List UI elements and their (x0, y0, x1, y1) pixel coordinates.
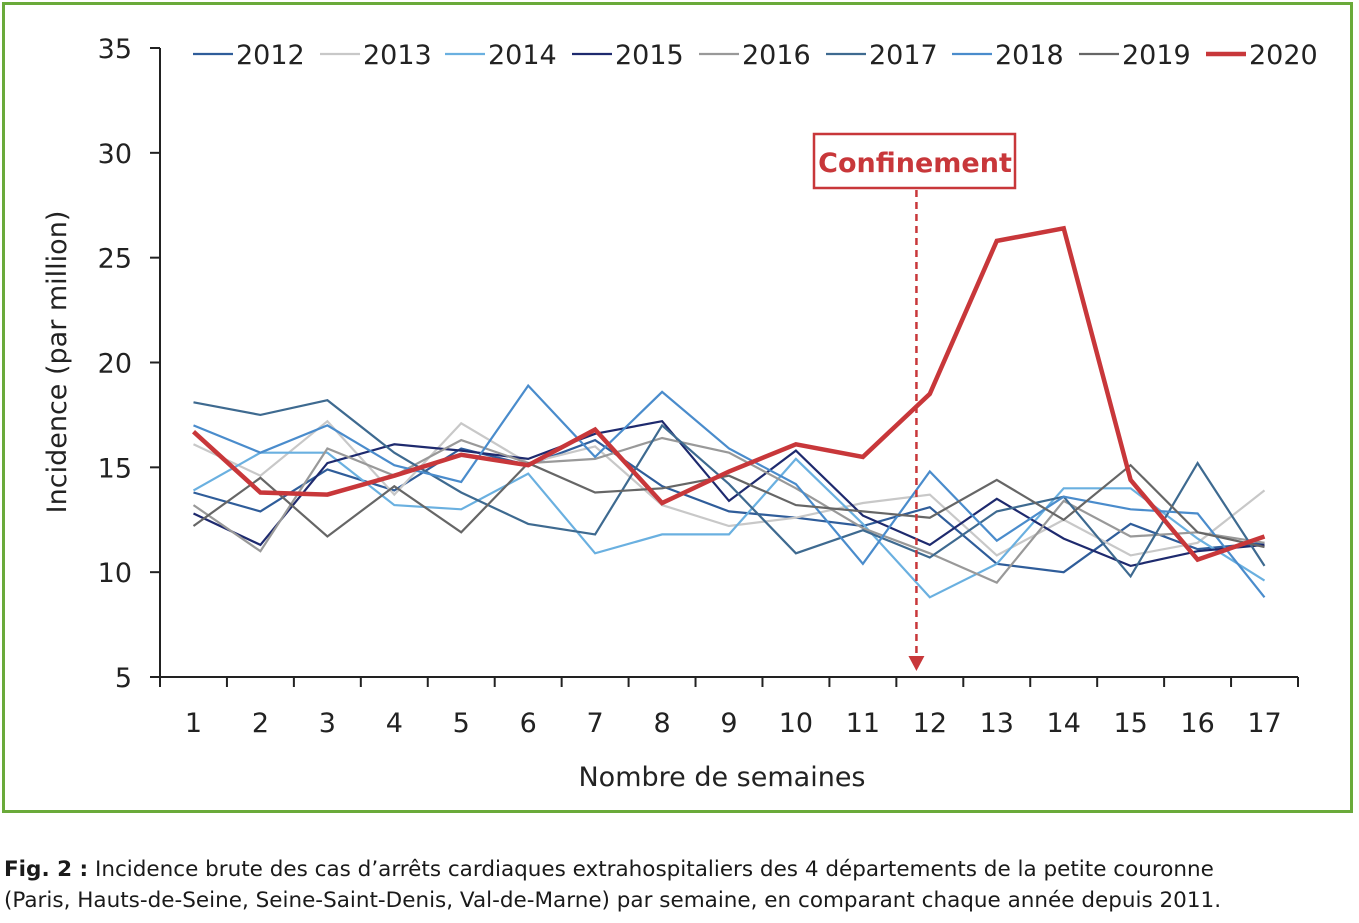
legend-label-2015: 2015 (615, 40, 684, 71)
x-tick-label: 8 (653, 708, 670, 739)
y-axis-title: Incidence (par million) (42, 211, 73, 514)
caption-line-1: Incidence brute des cas d’arrêts cardiaq… (88, 857, 1214, 882)
x-tick-label: 13 (980, 708, 1014, 739)
x-tick-label: 15 (1113, 708, 1147, 739)
x-tick-label: 5 (453, 708, 470, 739)
y-tick-label: 10 (98, 558, 132, 589)
y-tick-label: 5 (115, 663, 132, 694)
x-tick-label: 11 (846, 708, 880, 739)
figure-caption: Fig. 2 : Incidence brute des cas d’arrêt… (4, 854, 1356, 916)
legend: 2012 2013 2014 2015 2016 2017 2018 2019 2020 (193, 40, 1318, 71)
x-tick-label: 2 (252, 708, 269, 739)
x-tick-label: 16 (1180, 708, 1214, 739)
legend-label-2012: 2012 (236, 40, 305, 71)
legend-label-2020: 2020 (1249, 40, 1318, 71)
legend-label-2017: 2017 (869, 40, 938, 71)
annotation-layer: Confinement (812, 132, 1017, 671)
series-line-2014 (192, 451, 1266, 599)
legend-label-2014: 2014 (488, 40, 557, 71)
series-layer (191, 225, 1266, 599)
confinement-arrow-head (908, 656, 925, 671)
x-tick-label: 10 (779, 708, 813, 739)
y-tick-label: 30 (98, 139, 132, 170)
legend-label-2013: 2013 (363, 40, 432, 71)
x-tick-label: 1 (185, 708, 202, 739)
x-tick-label: 3 (319, 708, 336, 739)
x-axis-title: Nombre de semaines (578, 762, 865, 793)
y-tick-label: 20 (98, 349, 132, 380)
legend-label-2016: 2016 (742, 40, 811, 71)
confinement-label: Confinement (818, 148, 1012, 179)
caption-line-2: (Paris, Hauts-de-Seine, Seine-Saint-Deni… (4, 888, 1222, 913)
confinement-box (812, 132, 1017, 190)
series-line-2020 (191, 225, 1266, 563)
series-line-2019 (192, 461, 1265, 549)
caption-label: Fig. 2 : (4, 857, 89, 882)
x-tick-label: 12 (913, 708, 947, 739)
y-tick-label: 35 (98, 34, 132, 65)
x-tick-label: 17 (1247, 708, 1281, 739)
x-tick-label: 6 (520, 708, 537, 739)
x-tick-label: 4 (386, 708, 403, 739)
series-line-2017 (193, 399, 1266, 579)
series-line-2016 (192, 436, 1265, 584)
series-line-2013 (193, 419, 1266, 557)
legend-label-2019: 2019 (1122, 40, 1191, 71)
legend-label-2018: 2018 (995, 40, 1064, 71)
x-tick-label: 9 (720, 708, 737, 739)
y-tick-label: 25 (98, 244, 132, 275)
y-tick-label: 15 (98, 453, 132, 484)
series-line-2018 (193, 383, 1266, 598)
x-tick-label: 14 (1047, 708, 1081, 739)
x-tick-label: 7 (587, 708, 604, 739)
series-line-2015 (193, 420, 1265, 568)
